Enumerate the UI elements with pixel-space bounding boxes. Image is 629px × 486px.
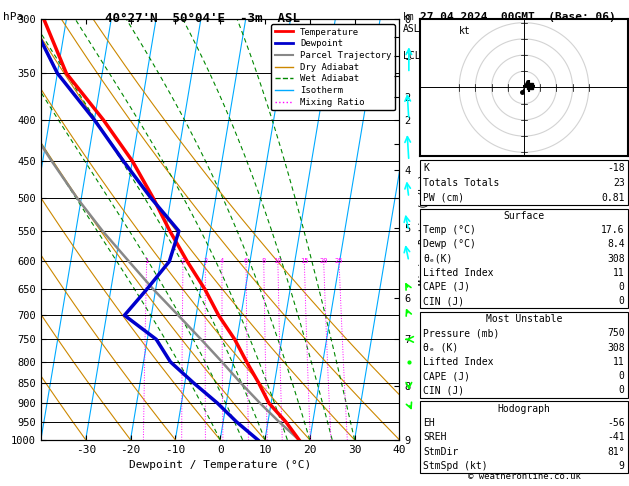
X-axis label: Dewpoint / Temperature (°C): Dewpoint / Temperature (°C): [129, 460, 311, 470]
Text: Most Unstable: Most Unstable: [486, 314, 562, 324]
Text: hPa: hPa: [3, 12, 23, 22]
Text: CAPE (J): CAPE (J): [423, 282, 470, 292]
Text: 15: 15: [300, 259, 309, 264]
Text: Temp (°C): Temp (°C): [423, 225, 476, 235]
Text: 0.81: 0.81: [601, 192, 625, 203]
Text: Lifted Index: Lifted Index: [423, 268, 494, 278]
Text: LCL: LCL: [403, 51, 421, 61]
Text: 81°: 81°: [607, 447, 625, 457]
Text: Surface: Surface: [503, 211, 545, 221]
Text: 27.04.2024  00GMT  (Base: 06): 27.04.2024 00GMT (Base: 06): [420, 12, 616, 22]
Text: 2: 2: [181, 259, 185, 264]
Text: 11: 11: [613, 268, 625, 278]
Text: 23: 23: [613, 178, 625, 188]
Text: CIN (J): CIN (J): [423, 296, 464, 306]
Text: 0: 0: [619, 282, 625, 292]
Text: 0: 0: [619, 385, 625, 396]
Text: 20: 20: [320, 259, 328, 264]
Text: 0: 0: [619, 296, 625, 306]
Text: 17.6: 17.6: [601, 225, 625, 235]
Text: Pressure (mb): Pressure (mb): [423, 329, 499, 338]
Text: 4: 4: [220, 259, 224, 264]
Text: K: K: [423, 163, 429, 173]
Text: Dewp (°C): Dewp (°C): [423, 240, 476, 249]
Text: -41: -41: [607, 433, 625, 442]
Text: 10: 10: [274, 259, 282, 264]
Text: Totals Totals: Totals Totals: [423, 178, 499, 188]
Text: 0: 0: [619, 371, 625, 381]
Text: 8: 8: [262, 259, 266, 264]
Text: kt: kt: [459, 26, 471, 36]
Text: 25: 25: [335, 259, 343, 264]
Text: © weatheronline.co.uk: © weatheronline.co.uk: [467, 472, 581, 481]
Text: CIN (J): CIN (J): [423, 385, 464, 396]
Text: 3: 3: [203, 259, 208, 264]
Text: Lifted Index: Lifted Index: [423, 357, 494, 367]
Text: θₑ (K): θₑ (K): [423, 343, 459, 353]
Text: 11: 11: [613, 357, 625, 367]
Text: EH: EH: [423, 418, 435, 428]
Text: PW (cm): PW (cm): [423, 192, 464, 203]
Text: -56: -56: [607, 418, 625, 428]
Text: 750: 750: [607, 329, 625, 338]
Text: -18: -18: [607, 163, 625, 173]
Text: StmDir: StmDir: [423, 447, 459, 457]
Text: 1: 1: [145, 259, 149, 264]
Text: 9: 9: [619, 461, 625, 471]
Text: StmSpd (kt): StmSpd (kt): [423, 461, 488, 471]
Text: 308: 308: [607, 254, 625, 263]
Text: 40°27'N  50°04'E  -3m  ASL: 40°27'N 50°04'E -3m ASL: [104, 12, 300, 25]
Text: Hodograph: Hodograph: [498, 404, 550, 414]
Legend: Temperature, Dewpoint, Parcel Trajectory, Dry Adiabat, Wet Adiabat, Isotherm, Mi: Temperature, Dewpoint, Parcel Trajectory…: [271, 24, 395, 110]
Text: 6: 6: [244, 259, 248, 264]
Text: Mixing Ratio (g/kg): Mixing Ratio (g/kg): [419, 174, 429, 285]
Text: 8.4: 8.4: [607, 240, 625, 249]
Text: θₑ(K): θₑ(K): [423, 254, 453, 263]
Text: SREH: SREH: [423, 433, 447, 442]
Text: 308: 308: [607, 343, 625, 353]
Text: CAPE (J): CAPE (J): [423, 371, 470, 381]
Text: km
ASL: km ASL: [403, 12, 420, 34]
